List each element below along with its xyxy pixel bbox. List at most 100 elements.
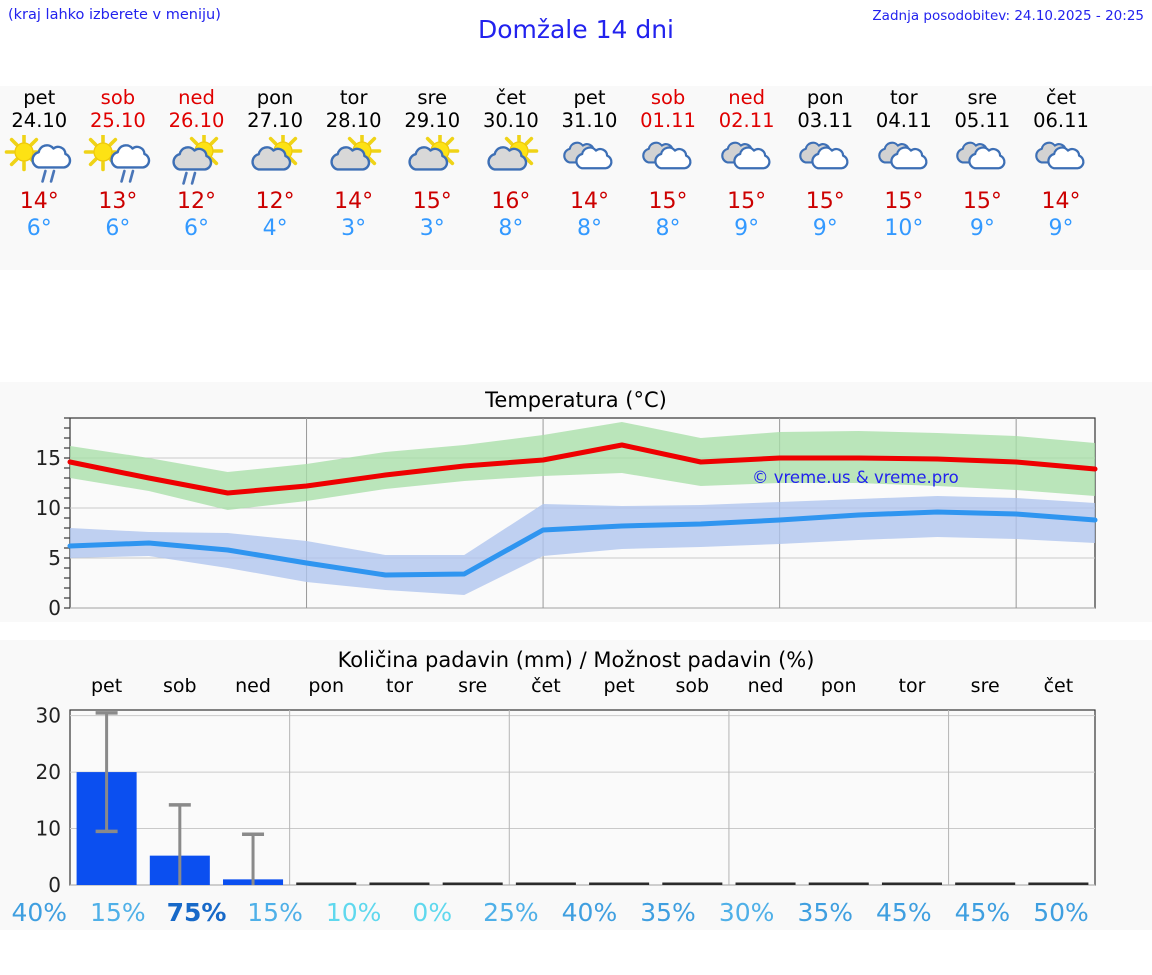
forecast-day-date: 25.10	[89, 109, 146, 132]
forecast-day-date: 04.11	[875, 109, 932, 132]
precipitation-probability: 15%	[90, 898, 146, 927]
cloud-sun-icon	[330, 135, 381, 171]
forecast-strip: pet 24.10 14° 6° sob 25.10 13° 6° ned 26.10 12° 6° p…	[0, 86, 1152, 270]
precipitation-probability: 45%	[954, 898, 1011, 927]
precipitation-y-tick-label: 20	[36, 760, 61, 784]
overcast-icon	[799, 141, 849, 170]
forecast-max-temp: 14°	[569, 189, 609, 214]
temperature-y-tick-label: 10	[36, 496, 61, 520]
forecast-max-temp: 15°	[648, 189, 688, 214]
precipitation-day-label: čet	[531, 675, 561, 697]
forecast-max-temp: 12°	[255, 189, 295, 214]
forecast-day-column[interactable]: pet 24.10 14° 6°	[0, 86, 79, 270]
forecast-day-column[interactable]: pon 27.10 12° 4°	[236, 86, 315, 270]
forecast-min-temp: 8°	[576, 216, 602, 241]
precipitation-day-label: sob	[163, 675, 197, 697]
precipitation-bar[interactable]	[589, 882, 650, 886]
forecast-min-temp: 8°	[655, 216, 681, 241]
precipitation-bar[interactable]	[735, 882, 796, 886]
precipitation-probability: 10%	[325, 898, 382, 927]
forecast-max-temp: 15°	[962, 189, 1002, 214]
precipitation-bar[interactable]	[1028, 882, 1089, 886]
precipitation-day-label: tor	[899, 675, 926, 697]
overcast-icon	[956, 141, 1006, 170]
precipitation-day-label: pon	[308, 675, 344, 697]
forecast-min-temp: 9°	[812, 216, 838, 241]
precipitation-probability: 50%	[1033, 898, 1089, 927]
forecast-max-temp: 15°	[727, 189, 767, 214]
temperature-chart: 0 5 10 15	[36, 417, 1098, 620]
precipitation-day-label: tor	[386, 675, 413, 697]
cloud-sun-icon	[251, 135, 303, 171]
forecast-min-temp: 9°	[734, 216, 760, 241]
precipitation-probability: 40%	[561, 898, 618, 927]
forecast-day-column[interactable]: tor 04.11 15° 10°	[865, 86, 944, 270]
temperature-y-tick-label: 5	[48, 546, 61, 570]
forecast-day-name: pon	[256, 86, 294, 109]
precipitation-bar[interactable]	[662, 882, 723, 886]
sun-cloud-rain-icon	[83, 135, 151, 183]
precipitation-probability: 35%	[797, 898, 854, 927]
forecast-day-name: čet	[1045, 86, 1077, 109]
cloud-sun-rain-icon	[172, 135, 224, 185]
sun-cloud-rain-icon	[4, 135, 72, 183]
page-header: (kraj lahko izberete v meniju) Domžale 1…	[0, 0, 1152, 50]
precipitation-bar[interactable]	[881, 882, 942, 886]
forecast-day-column[interactable]: ned 26.10 12° 6°	[157, 86, 236, 270]
forecast-day-date: 02.11	[718, 109, 775, 132]
forecast-day-column[interactable]: čet 30.10 16° 8°	[472, 86, 551, 270]
forecast-day-date: 31.10	[561, 109, 618, 132]
forecast-day-column[interactable]: sre 05.11 15° 9°	[943, 86, 1022, 270]
forecast-day-column[interactable]: tor 28.10 14° 3°	[314, 86, 393, 270]
precipitation-plot-area	[69, 709, 1096, 886]
precipitation-probability: 45%	[876, 898, 932, 927]
temperature-y-tick-label: 15	[36, 446, 61, 470]
temperature-series-line	[67, 509, 1098, 578]
forecast-day-column[interactable]: ned 02.11 15° 9°	[707, 86, 786, 270]
temperature-uncertainty-band	[70, 496, 1095, 595]
overcast-icon	[563, 141, 613, 170]
precipitation-y-tick-label: 0	[48, 873, 61, 897]
forecast-max-temp: 16°	[491, 189, 531, 214]
forecast-day-date: 24.10	[11, 109, 68, 132]
precipitation-day-label: pet	[604, 675, 635, 697]
temperature-y-tick-label: 0	[48, 596, 61, 620]
precipitation-bar[interactable]	[442, 882, 503, 886]
forecast-day-column[interactable]: sre 29.10 15° 3°	[393, 86, 472, 270]
forecast-day-date: 06.11	[1033, 109, 1089, 132]
forecast-day-column[interactable]: sob 01.11 15° 8°	[629, 86, 708, 270]
forecast-max-temp: 14°	[334, 189, 374, 214]
forecast-max-temp: 12°	[176, 189, 216, 214]
temperature-chart-title: Temperatura (°C)	[485, 388, 667, 412]
forecast-day-date: 27.10	[247, 109, 303, 132]
forecast-day-date: 03.11	[797, 109, 854, 132]
forecast-max-temp: 14°	[19, 189, 59, 214]
forecast-day-name: pet	[23, 86, 56, 109]
precipitation-day-label: ned	[748, 675, 784, 697]
precipitation-y-tick-label: 30	[36, 704, 61, 728]
forecast-min-temp: 4°	[262, 216, 288, 241]
forecast-max-temp: 14°	[1041, 189, 1081, 214]
forecast-min-temp: 3°	[419, 216, 445, 241]
forecast-day-date: 05.11	[954, 109, 1011, 132]
last-update-text: Zadnja posodobitev: 24.10.2025 - 20:25	[872, 8, 1144, 24]
precipitation-bar[interactable]	[296, 882, 357, 886]
temperature-series-line	[67, 442, 1098, 496]
precipitation-bar[interactable]	[955, 882, 1016, 886]
forecast-day-column[interactable]: pon 03.11 15° 9°	[786, 86, 865, 270]
precipitation-bar[interactable]	[515, 882, 576, 886]
forecast-min-temp: 6°	[26, 216, 52, 241]
forecast-day-name: pon	[806, 86, 844, 109]
forecast-day-column[interactable]: čet 06.11 14° 9°	[1022, 86, 1101, 270]
forecast-day-date: 30.10	[482, 109, 539, 132]
forecast-max-temp: 13°	[98, 189, 138, 214]
forecast-day-name: sob	[650, 86, 686, 109]
precipitation-bar[interactable]	[369, 882, 430, 886]
forecast-day-column[interactable]: sob 25.10 13° 6°	[79, 86, 158, 270]
forecast-max-temp: 15°	[805, 189, 845, 214]
precipitation-day-label: ned	[235, 675, 271, 697]
forecast-day-name: sre	[417, 86, 448, 109]
forecast-day-column[interactable]: pet 31.10 14° 8°	[550, 86, 629, 270]
precipitation-bar[interactable]	[808, 882, 869, 886]
forecast-day-date: 01.11	[640, 109, 696, 132]
